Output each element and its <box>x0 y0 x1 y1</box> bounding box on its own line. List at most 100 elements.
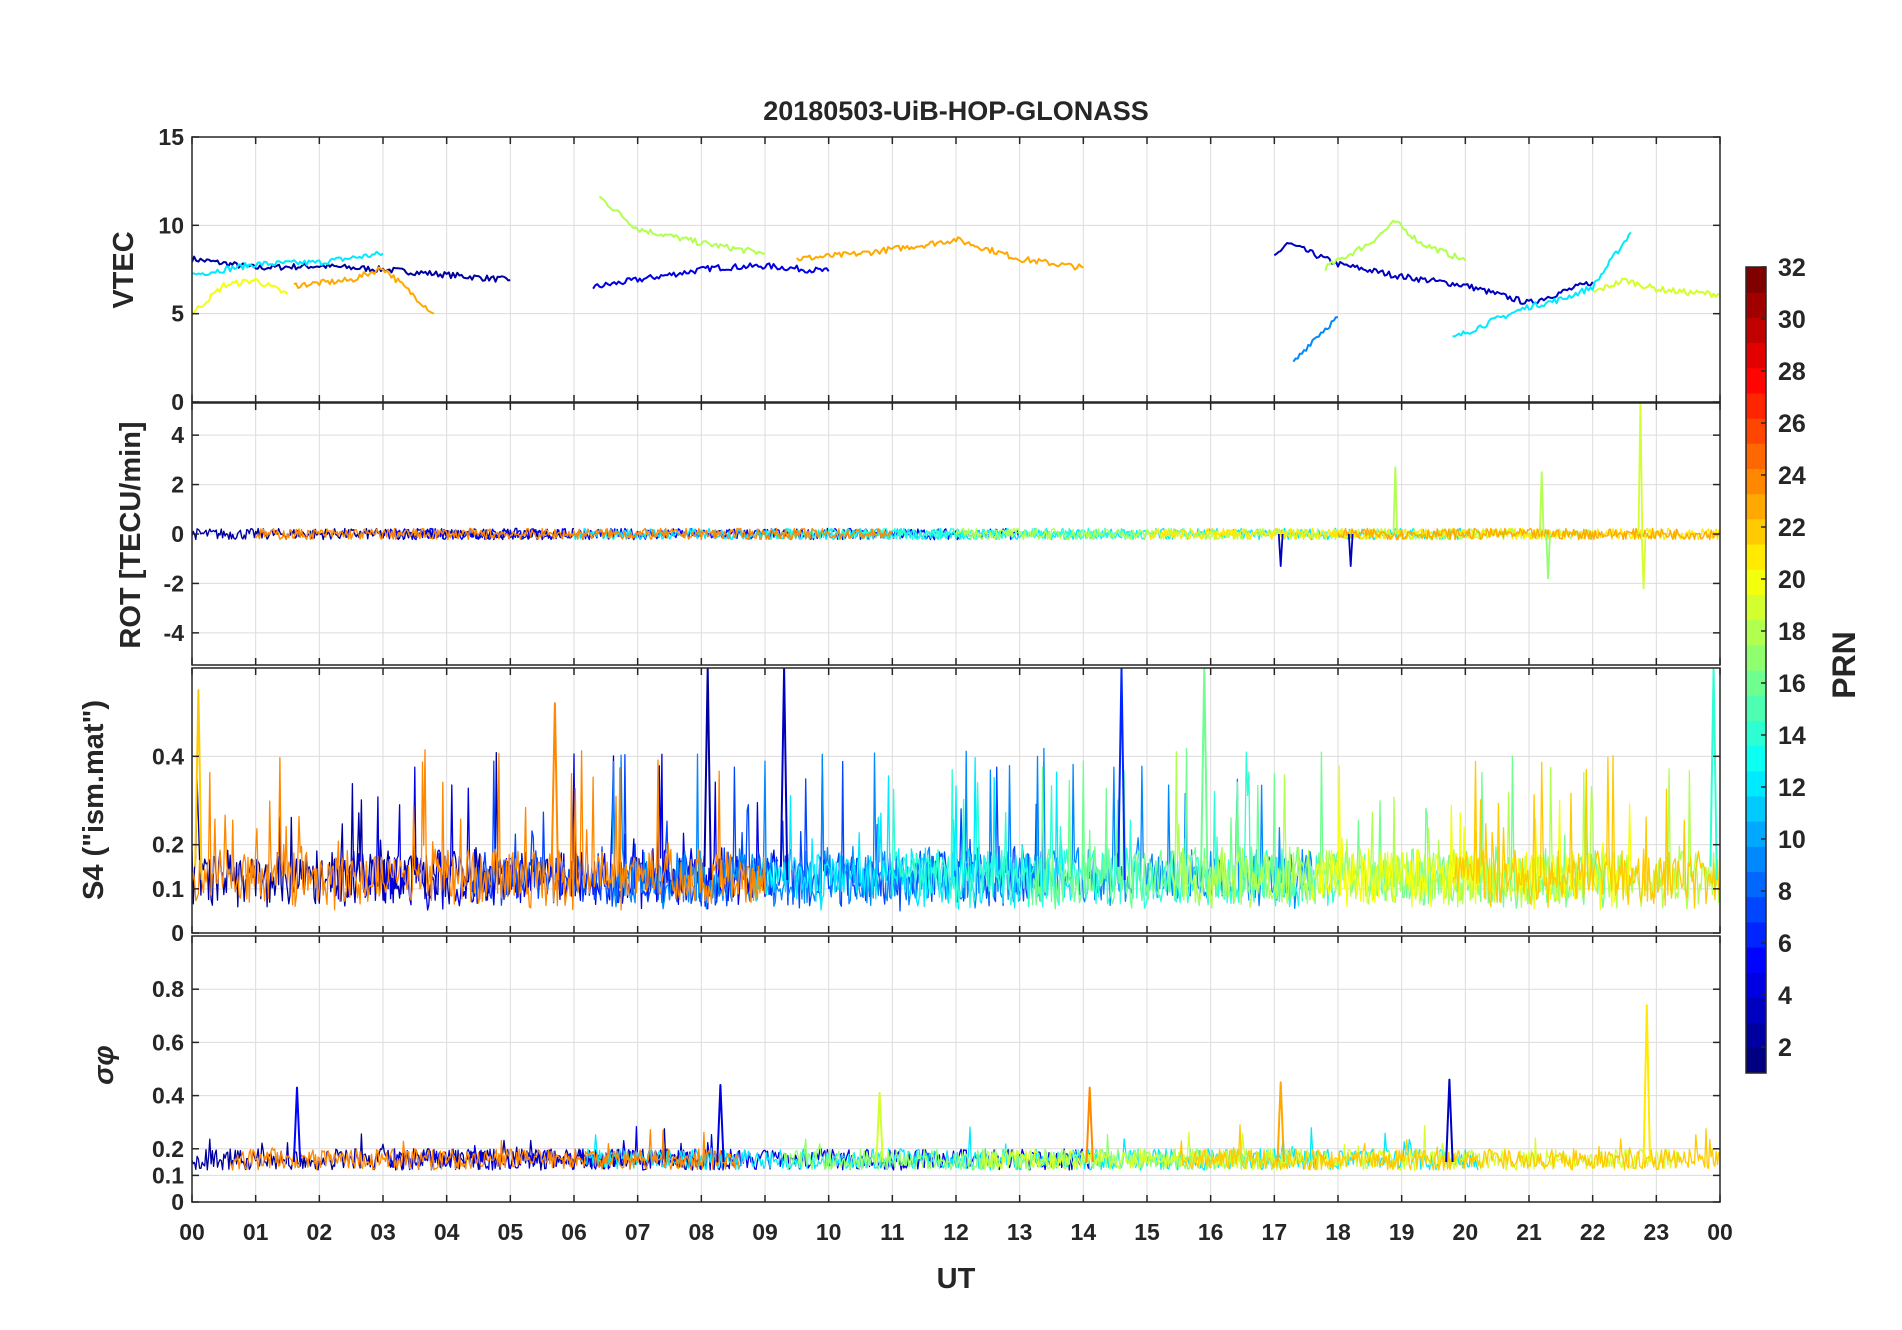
colorbar-segment <box>1746 267 1766 293</box>
y-tick-label: 0.1 <box>152 1162 184 1188</box>
series-line <box>1637 403 1644 535</box>
x-axis-label: UT <box>937 1263 976 1295</box>
x-tick-label: 12 <box>943 1219 969 1245</box>
series-line <box>1292 316 1338 363</box>
y-tick-label: 0.1 <box>152 876 184 902</box>
x-tick-label: 14 <box>1071 1219 1097 1245</box>
colorbar-segment <box>1746 392 1766 419</box>
x-tick-label: 06 <box>561 1219 587 1245</box>
series-line <box>255 527 893 541</box>
x-tick-label: 09 <box>752 1219 778 1245</box>
colorbar-tick-label: 12 <box>1778 774 1806 802</box>
series-line <box>1337 527 1720 541</box>
colorbar-tick-label: 28 <box>1778 358 1806 386</box>
s4-axis-label-text: S4 ("ism.mat") <box>78 700 110 900</box>
s4-axis-label: S4 ("ism.mat") <box>78 700 110 900</box>
series-line <box>796 236 1084 271</box>
colorbar-segment <box>1746 871 1766 898</box>
y-tick-label: 5 <box>171 301 184 327</box>
x-tick-label: 00 <box>1707 1219 1733 1245</box>
colorbar-segment <box>1746 997 1766 1024</box>
colorbar-segment <box>1746 846 1766 872</box>
series-line <box>194 689 203 881</box>
x-tick-label: 22 <box>1580 1219 1606 1245</box>
vtec-panel: 0 5 10 15 <box>158 124 1721 415</box>
colorbar-tick-label: 14 <box>1778 722 1806 750</box>
series-line <box>598 195 765 255</box>
series-line <box>1311 765 1632 911</box>
series-line <box>1277 533 1284 567</box>
vtec-axis-label: VTEC <box>108 231 140 308</box>
series-line <box>192 749 766 911</box>
colorbar-segment <box>1746 544 1766 570</box>
rot-panel: -4 -2 0 2 4 <box>164 402 1721 666</box>
x-tick-labels: 00 01 02 03 04 05 06 07 08 09 10 11 12 13 14 15 16 17 18 19… <box>179 1219 1733 1245</box>
series-line <box>1642 1004 1651 1163</box>
colorbar-segment <box>1746 569 1766 595</box>
series-line <box>1592 277 1720 298</box>
series-line <box>1085 1086 1094 1163</box>
colorbar-tick-label: 26 <box>1778 410 1806 438</box>
colorbar-tick-label: 22 <box>1778 514 1806 542</box>
colorbar-segment <box>1746 972 1766 998</box>
sigma-phi-panel: 00.10.2 0.4 0.6 0.8 <box>152 935 1721 1215</box>
y-tick-label: 0.4 <box>152 1083 184 1109</box>
x-tick-label: 05 <box>498 1219 524 1245</box>
colorbar-tick-label: 20 <box>1778 566 1806 594</box>
series-line <box>229 1129 741 1171</box>
y-tick-label: -2 <box>164 570 184 596</box>
series-line <box>764 527 1148 541</box>
x-tick-label: 02 <box>307 1219 333 1245</box>
colorbar-border <box>1745 266 1767 1074</box>
series-line <box>1276 1081 1285 1163</box>
colorbar-segment <box>1746 1022 1766 1049</box>
colorbar-segment <box>1746 468 1766 495</box>
x-tick-label: 00 <box>179 1219 205 1245</box>
series-line <box>779 668 789 881</box>
y-tick-label: 0 <box>171 389 184 415</box>
colorbar-segment <box>1746 720 1766 747</box>
colorbar-segment <box>1746 896 1766 923</box>
series-line <box>1392 466 1399 535</box>
colorbar-segment <box>1746 770 1766 797</box>
colorbar-segment <box>1746 594 1766 621</box>
colorbar-segment <box>1746 619 1766 646</box>
series-line <box>1545 533 1551 580</box>
colorbar-tick-label: 2 <box>1778 1034 1792 1062</box>
x-tick-label: 08 <box>689 1219 715 1245</box>
x-tick-label: 23 <box>1644 1219 1670 1245</box>
y-tick-label: 0.4 <box>152 743 184 769</box>
y-tick-label: 0 <box>171 1189 184 1215</box>
x-tick-label: 21 <box>1516 1219 1542 1245</box>
x-tick-label: 07 <box>625 1219 651 1245</box>
rot-axis-label: ROT [TECU/min] <box>115 421 147 648</box>
x-tick-label: 03 <box>370 1219 396 1245</box>
series-line <box>1178 1124 1720 1171</box>
series-line <box>1324 219 1467 272</box>
colorbar-label: PRN <box>1826 631 1862 699</box>
series-line <box>1347 533 1354 567</box>
colorbar-segment <box>1746 670 1766 696</box>
y-tick-label: 4 <box>171 422 184 448</box>
x-tick-label: 17 <box>1262 1219 1288 1245</box>
colorbar-segment <box>1746 342 1766 369</box>
series-line <box>1538 471 1545 535</box>
colorbar-tick-label: 30 <box>1778 306 1806 334</box>
y-tick-label: 15 <box>158 124 184 150</box>
chart-title: 20180503-UiB-HOP-GLONASS <box>763 96 1149 126</box>
colorbar-segment <box>1746 695 1766 721</box>
series-line <box>550 702 560 881</box>
colorbar-tick-label: 4 <box>1778 982 1792 1010</box>
series-line <box>716 1084 725 1163</box>
colorbar-segment <box>1746 795 1766 822</box>
colorbar-tick-label: 24 <box>1778 462 1806 490</box>
sigma-axis-label-text: σφ <box>88 1045 120 1085</box>
colorbar-segment <box>1746 518 1766 545</box>
colorbar-segment <box>1746 367 1766 394</box>
x-tick-label: 20 <box>1453 1219 1479 1245</box>
series-line <box>1200 668 1209 881</box>
series-line <box>1451 755 1720 909</box>
y-tick-label: 0.2 <box>152 832 184 858</box>
series-line <box>703 668 712 881</box>
